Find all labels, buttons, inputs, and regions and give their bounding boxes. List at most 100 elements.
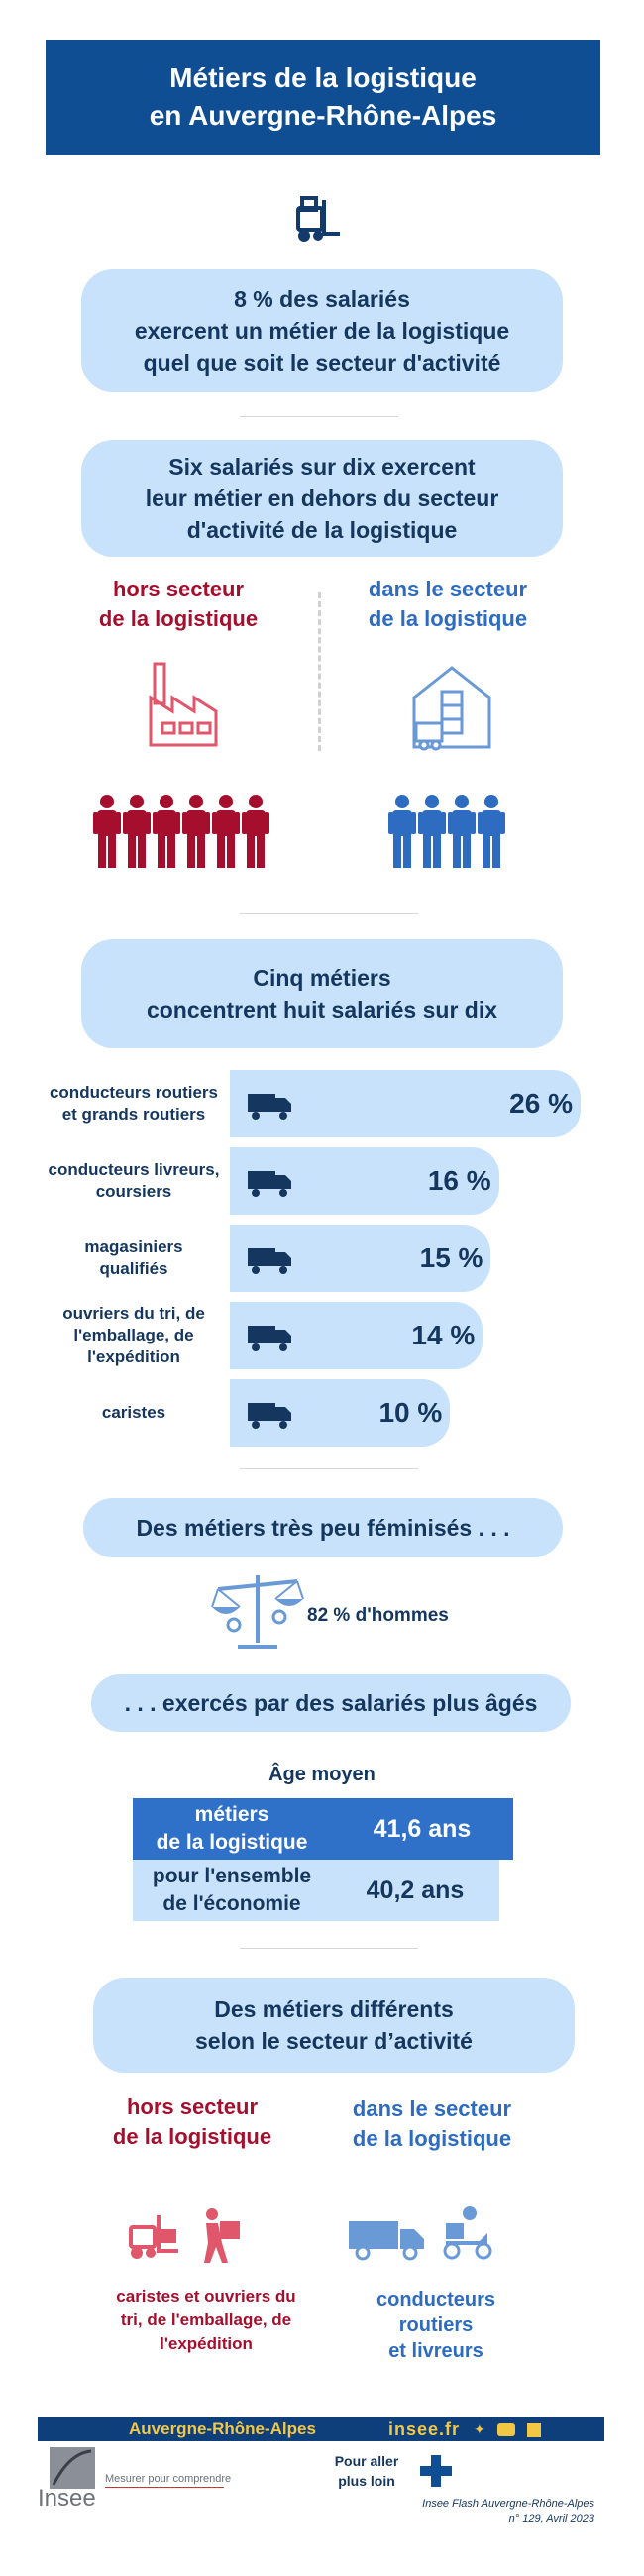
person-icon <box>153 795 180 868</box>
person-icon <box>123 795 151 868</box>
worker-carrying-box-icon <box>244 1320 295 1353</box>
person-icon <box>182 795 210 868</box>
job-label-line: caristes <box>101 1403 166 1422</box>
job-label-line: l'emballage, de <box>73 1326 194 1344</box>
job-label-line: conducteurs routiers <box>49 1083 219 1102</box>
s5-right-text-line-1: conducteurs <box>376 2289 496 2310</box>
section1-right-label: dans le secteur de la logistique <box>329 575 567 634</box>
s5-right-label-line-2: de la logistique <box>352 2126 512 2151</box>
forklift-icon <box>244 1397 295 1431</box>
pub-line-1: Insee Flash Auvergne-Rhône-Alpes <box>422 2498 594 2510</box>
job-row: magasiniers qualifiés 15 % <box>0 1225 644 1302</box>
job-row: caristes 10 % <box>0 1379 644 1456</box>
person-icon <box>93 795 121 868</box>
section5-left-label: hors secteur de la logistique <box>73 2093 311 2152</box>
job-label: caristes <box>40 1379 228 1447</box>
age-row-logistics-label-1: métiers <box>194 1803 269 1826</box>
job-label-line: qualifiés <box>99 1259 168 1278</box>
section5-title-line-1: Des métiers différents <box>214 1996 454 2022</box>
section5-title: Des métiers différents selon le secteur … <box>93 1978 575 2073</box>
s5-right-text-line-2: routiers <box>398 2314 474 2336</box>
pub-line-2: n° 129, Avril 2023 <box>508 2513 594 2524</box>
truck-icon <box>244 1088 295 1122</box>
s5-left-label-line-2: de la logistique <box>112 2124 272 2149</box>
divider <box>240 416 398 417</box>
age-row-economy: pour l'ensemble de l'économie 40,2 ans <box>133 1860 499 1921</box>
person-icon <box>478 795 505 868</box>
insee-tagline: Mesurer pour comprendre <box>105 2473 232 2485</box>
job-label-line: et grands routiers <box>61 1105 206 1124</box>
section2-title: Cinq métiers concentrent huit salariés s… <box>81 939 563 1048</box>
factory-icon <box>149 662 218 747</box>
job-label: conducteurs livreurs, coursiers <box>40 1147 228 1215</box>
person-icon <box>418 795 446 868</box>
section5-right-text: conducteurs routiers et livreurs <box>327 2287 545 2364</box>
job-label-line: magasiniers <box>84 1237 183 1256</box>
people-right-group <box>388 795 505 868</box>
storekeeper-icon <box>244 1242 295 1276</box>
right-label-line-2: de la logistique <box>368 606 528 631</box>
s5-left-text-line-2: tri, de l'emballage, de <box>120 2310 292 2329</box>
section3-title: Des métiers très peu féminisés . . . <box>83 1498 563 1557</box>
job-label: ouvriers du tri, de l'emballage, de l'expé… <box>40 1302 228 1369</box>
publication-reference: Insee Flash Auvergne-Rhône-Alpes n° 129,… <box>396 2497 594 2526</box>
job-bar: 10 % <box>230 1379 451 1447</box>
forklift-icon <box>129 2215 178 2259</box>
age-row-logistics-label-2: de la logistique <box>156 1831 308 1854</box>
plus-icon[interactable] <box>420 2455 452 2487</box>
right-label-line-1: dans le secteur <box>368 577 528 601</box>
insee-logo-mark <box>50 2447 95 2489</box>
left-label-line-2: de la logistique <box>98 606 259 631</box>
job-value: 14 % <box>411 1320 476 1350</box>
truck-icon <box>349 2221 424 2261</box>
job-label: conducteurs routiers et grands routiers <box>40 1070 228 1137</box>
job-label: magasiniers qualifiés <box>40 1225 228 1292</box>
people-left-group <box>93 795 269 868</box>
s5-left-text-line-1: caristes et ouvriers du <box>116 2287 296 2306</box>
linkedin-icon[interactable] <box>526 2423 541 2437</box>
job-value: 15 % <box>419 1242 483 1273</box>
title-line-1: Métiers de la logistique <box>169 62 477 93</box>
s5-right-text-line-3: et livreurs <box>388 2340 483 2362</box>
intro-line-3: quel que soit le secteur d'activité <box>143 350 501 376</box>
section1-title: Six salariés sur dix exercent leur métie… <box>81 440 563 557</box>
job-row: ouvriers du tri, de l'emballage, de l'expé… <box>0 1302 644 1379</box>
job-bar: 14 % <box>230 1302 483 1369</box>
person-icon <box>388 795 416 868</box>
gender-scale-icon <box>211 1575 304 1649</box>
page-title: Métiers de la logistique en Auvergne-Rhô… <box>46 40 600 155</box>
job-row: conducteurs routiers et grands routiers 26… <box>0 1070 644 1147</box>
more-info-label: Pour aller plus loin <box>327 2451 406 2491</box>
section1-title-line-3: d'activité de la logistique <box>186 517 458 543</box>
section1-left-label: hors secteur de la logistique <box>59 575 297 634</box>
section4-title-text: . . . exercés par des salariés plus âgés <box>124 1690 538 1716</box>
section4-title: . . . exercés par des salariés plus âgés <box>91 1674 571 1732</box>
job-bar: 15 % <box>230 1225 491 1292</box>
left-label-line-1: hors secteur <box>112 577 245 601</box>
men-percentage: 82 % d'hommes <box>307 1605 449 1626</box>
intro-box: 8 % des salariés exercent un métier de l… <box>81 269 563 392</box>
scooter-delivery-icon <box>244 1165 295 1199</box>
dashed-separator <box>318 592 321 751</box>
average-age-heading: Âge moyen <box>268 1764 376 1785</box>
intro-line-2: exercent un métier de la logistique <box>134 318 510 344</box>
youtube-icon[interactable] <box>496 2423 515 2436</box>
insee-logo-text: Insee <box>38 2485 96 2512</box>
section5-left-text: caristes et ouvriers du tri, de l'emball… <box>77 2285 335 2356</box>
twitter-icon[interactable]: ✦ <box>474 2421 485 2437</box>
title-line-2: en Auvergne-Rhône-Alpes <box>149 100 497 131</box>
divider <box>240 1948 418 1949</box>
job-value: 16 % <box>427 1165 491 1196</box>
section2-title-line-2: concentrent huit salariés sur dix <box>146 997 498 1022</box>
section1-title-line-2: leur métier en dehors du secteur <box>145 485 499 511</box>
s5-left-label-line-1: hors secteur <box>126 2094 259 2119</box>
s5-left-text-line-3: l'expédition <box>160 2334 253 2353</box>
warehouse-truck-icon <box>412 666 491 751</box>
job-label-line: conducteurs livreurs, <box>48 1160 220 1179</box>
footer-site-link[interactable]: insee.fr <box>388 2419 461 2439</box>
age-value-economy: 40,2 ans <box>366 1876 465 1904</box>
job-bar: 16 % <box>230 1147 499 1215</box>
person-icon <box>448 795 476 868</box>
job-value: 26 % <box>509 1088 573 1119</box>
section3-title-text: Des métiers très peu féminisés . . . <box>136 1515 510 1541</box>
